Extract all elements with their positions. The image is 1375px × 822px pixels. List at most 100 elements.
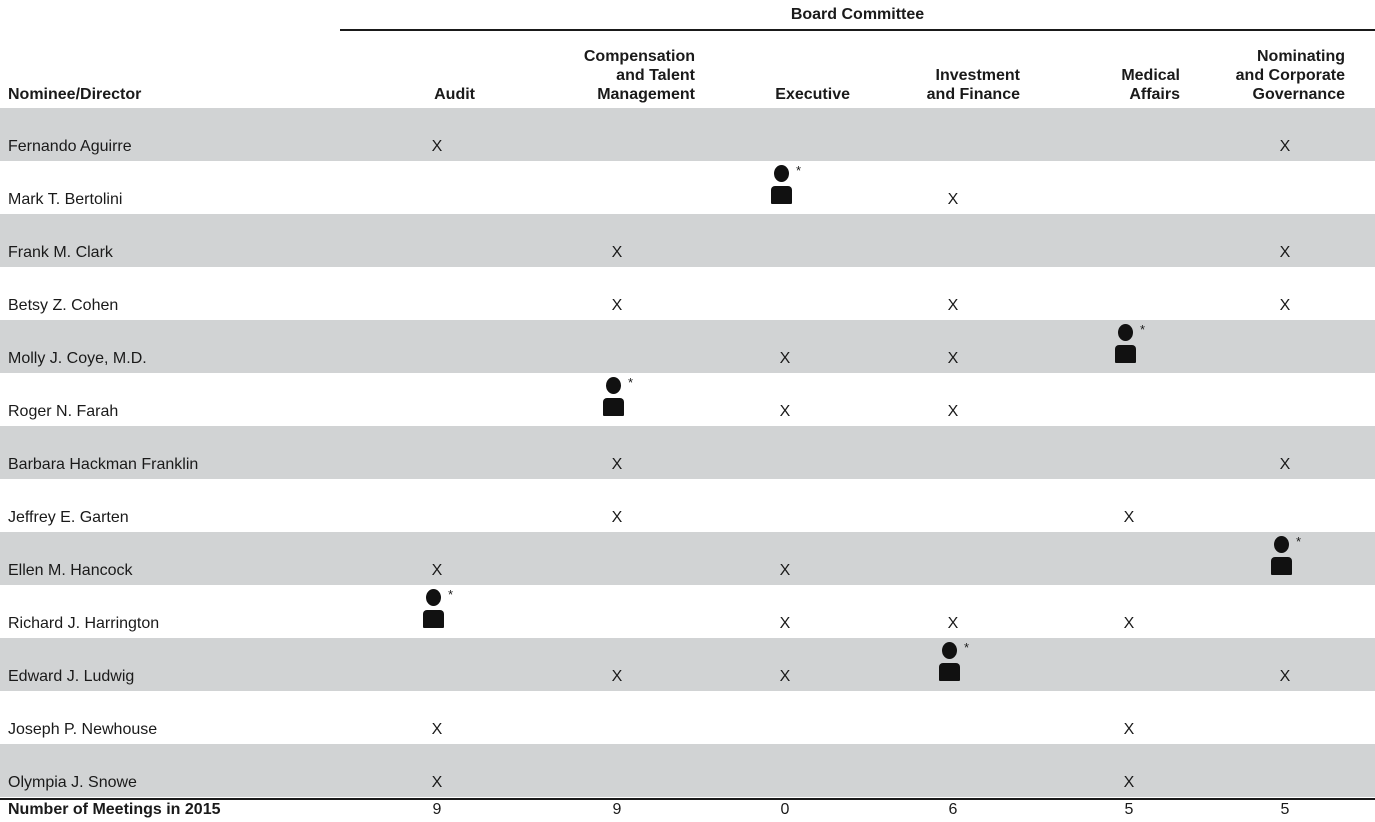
member-mark: X [947,350,959,367]
header-committee-3: Investment and Finance [340,31,1030,108]
meeting-count: 9 [612,801,622,818]
chair-asterisk: * [448,587,454,602]
chair-person-icon: * [1271,534,1301,580]
member-mark: X [1279,456,1291,473]
member-mark: X [779,562,791,579]
director-name: Edward J. Ludwig [8,668,135,685]
chair-person-icon: * [771,163,801,209]
member-mark: X [1123,774,1135,791]
header-line: Affairs [1129,86,1180,103]
chair-head [606,377,621,394]
table-row: Roger N. Farah * X X [0,373,1375,426]
header-committee-label: Medical Affairs [1121,66,1180,104]
member-mark: X [779,668,791,685]
member-mark: X [1123,509,1135,526]
director-name: Richard J. Harrington [8,615,160,632]
member-mark: X [779,615,791,632]
meeting-count: 6 [948,801,958,818]
chair-head [942,642,957,659]
footer-row: Number of Meetings in 2015 9 9 0 6 5 5 [0,800,1375,822]
member-mark: X [431,721,443,738]
chair-person-icon: * [603,375,633,421]
header-line: and Talent [616,67,695,84]
meeting-count: 5 [1280,801,1290,818]
table-row: Fernando Aguirre X X [0,108,1375,161]
chair-body [1115,345,1136,363]
member-mark: X [431,562,443,579]
header-committee-label: Investment and Finance [927,66,1020,104]
chair-asterisk: * [1140,322,1146,337]
director-name: Roger N. Farah [8,403,119,420]
header-line: and Finance [926,86,1020,103]
director-name: Joseph P. Newhouse [8,721,158,738]
table-row: Barbara Hackman Franklin X X [0,426,1375,479]
table-row: Edward J. Ludwig X X * X [0,638,1375,691]
member-mark: X [1279,668,1291,685]
member-mark: X [431,774,443,791]
member-mark: X [1123,615,1135,632]
table-row: Molly J. Coye, M.D. X X * [0,320,1375,373]
chair-person-icon: * [939,640,969,686]
footer-rule [0,798,1375,800]
member-mark: X [947,297,959,314]
header-committee-label: Audit [434,85,475,104]
header-line: Executive [775,86,850,103]
member-mark: X [611,244,623,261]
meeting-count: 5 [1124,801,1134,818]
director-name: Mark T. Bertolini [8,191,123,208]
chair-body [771,186,792,204]
member-mark: X [1279,244,1291,261]
header-line: Management [597,86,695,103]
member-mark: X [611,668,623,685]
chair-asterisk: * [796,163,802,178]
member-mark: X [947,191,959,208]
member-mark: X [947,615,959,632]
chair-body [1271,557,1292,575]
header-line: Compensation [583,48,695,65]
chair-asterisk: * [1296,534,1302,549]
chair-head [774,165,789,182]
table-row: Jeffrey E. Garten X X [0,479,1375,532]
member-mark: X [1123,721,1135,738]
group-header-rule [340,29,1375,31]
table-row: Mark T. Bertolini * X [0,161,1375,214]
member-mark: X [947,403,959,420]
header-line: Audit [434,86,475,103]
header-committee-2: Executive [340,31,860,108]
table-row: Olympia J. Snowe X X [0,744,1375,797]
director-name: Molly J. Coye, M.D. [8,350,147,367]
meeting-count: 9 [432,801,442,818]
footer-label: Number of Meetings in 2015 [8,801,221,818]
header-line: Medical [1121,67,1180,84]
group-header: Board Committee [790,6,925,23]
chair-body [939,663,960,681]
table-row: Joseph P. Newhouse X X [0,691,1375,744]
chair-head [1118,324,1133,341]
member-mark: X [1279,138,1291,155]
director-name: Betsy Z. Cohen [8,297,119,314]
table-row: Richard J. Harrington * X X X [0,585,1375,638]
member-mark: X [431,138,443,155]
header-nominee-label: Nominee/Director [8,86,142,103]
table-row: Ellen M. Hancock X X * [0,532,1375,585]
chair-body [423,610,444,628]
header-committee-1: Compensation and Talent Management [340,31,705,108]
chair-head [1274,536,1289,553]
director-name: Ellen M. Hancock [8,562,133,579]
director-name: Jeffrey E. Garten [8,509,129,526]
header-committee-0: Audit [340,31,485,108]
member-mark: X [779,403,791,420]
header-committee-label: Compensation and Talent Management [584,47,695,104]
header-nominee: Nominee/Director [0,31,340,108]
header-line: and Corporate [1235,67,1345,84]
director-name: Olympia J. Snowe [8,774,137,791]
header-line: Governance [1252,86,1345,103]
member-mark: X [779,350,791,367]
member-mark: X [611,297,623,314]
table-row: Frank M. Clark X X [0,214,1375,267]
chair-asterisk: * [964,640,970,655]
chair-asterisk: * [628,375,634,390]
chair-body [603,398,624,416]
header-committee-label: Nominating and Corporate Governance [1236,47,1345,104]
member-mark: X [611,509,623,526]
